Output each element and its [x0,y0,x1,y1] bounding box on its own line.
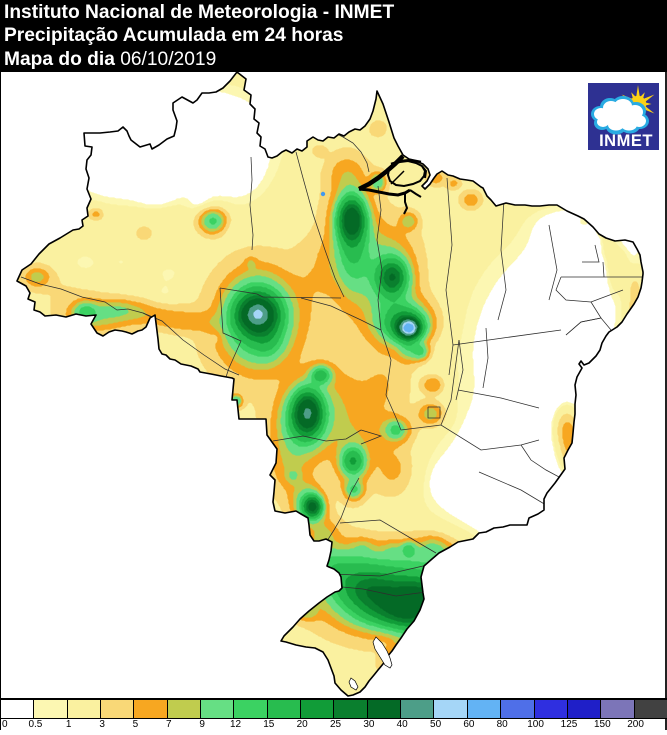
svg-text:INMET: INMET [599,132,653,150]
